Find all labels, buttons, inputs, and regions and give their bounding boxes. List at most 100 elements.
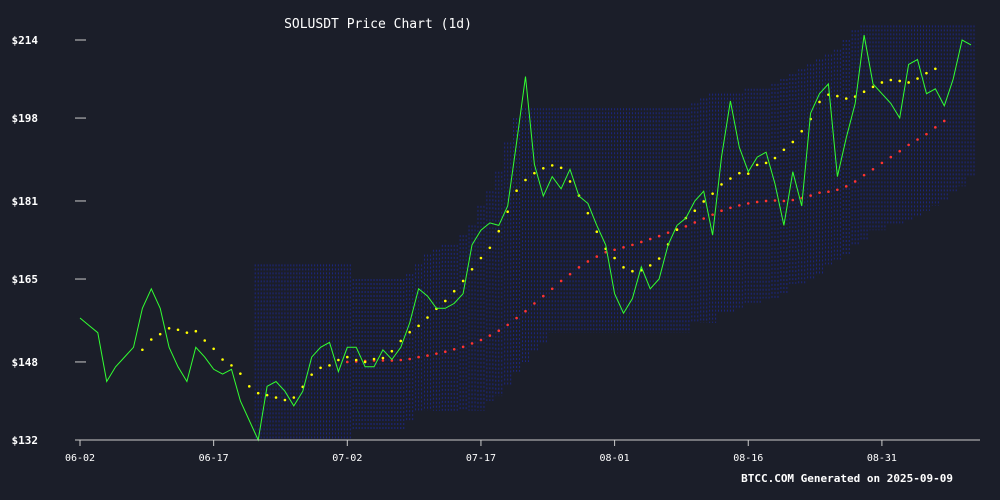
ma-long-point: [479, 338, 483, 342]
ma-long-point: [809, 194, 812, 197]
ma-long-point: [934, 126, 937, 129]
ma-short-point: [149, 338, 153, 341]
ma-short-point: [613, 256, 616, 260]
ma-short-point: [515, 189, 518, 193]
ma-long-point: [836, 188, 839, 192]
ma-short-point: [657, 257, 661, 260]
ma-short-point: [426, 316, 429, 319]
ma-short-point: [729, 177, 732, 180]
ma-short-point: [720, 183, 723, 186]
ma-short-point: [256, 391, 260, 395]
ma-short-point: [818, 100, 821, 104]
ma-short-point: [506, 210, 509, 214]
y-tick-label: $198: [12, 112, 39, 125]
ma-short-point: [452, 289, 456, 293]
ma-short-point: [586, 211, 590, 215]
ma-long-point: [871, 167, 875, 171]
ma-short-point: [221, 358, 224, 361]
ma-long-point: [346, 360, 349, 364]
ma-long-point: [818, 191, 821, 194]
ma-long-point: [746, 202, 750, 205]
ma-short-point: [346, 355, 349, 359]
ma-long-point: [586, 260, 590, 263]
ma-long-point: [782, 199, 786, 203]
ma-long-point: [853, 180, 857, 183]
x-tick-label: 08-16: [733, 453, 763, 464]
ma-short-point: [925, 71, 928, 75]
ma-short-point: [274, 396, 278, 399]
y-tick-label: $181: [12, 195, 39, 208]
ma-long-point: [827, 190, 830, 194]
ma-long-point: [898, 149, 902, 153]
x-axis-ticks: 06-02 06-17 07-02 07-17 08-01 08-16 08-31: [65, 440, 897, 464]
ma-short-point: [194, 329, 198, 333]
ma-short-point: [328, 364, 331, 367]
ma-short-point: [265, 393, 269, 397]
ma-long-point: [862, 173, 866, 177]
ma-short-point: [764, 161, 768, 165]
ma-long-point: [559, 279, 563, 283]
ma-long-point: [711, 213, 714, 216]
ma-short-point: [702, 200, 705, 203]
ma-short-point: [862, 90, 866, 94]
ma-short-point: [782, 148, 786, 152]
ma-short-point: [648, 264, 652, 267]
ma-long-point: [729, 206, 732, 210]
ma-long-point: [533, 302, 536, 305]
ma-short-point: [417, 324, 420, 328]
ma-long-point: [880, 161, 884, 165]
ma-long-series: [346, 119, 946, 364]
x-tick-label: 07-17: [466, 453, 496, 464]
ma-short-point: [844, 97, 848, 100]
x-tick-label: 07-02: [332, 453, 362, 464]
ma-short-point: [693, 209, 697, 213]
ma-short-point: [319, 366, 322, 370]
ma-long-point: [648, 237, 652, 241]
ma-short-point: [167, 326, 171, 330]
ma-long-point: [666, 231, 670, 234]
ma-short-point: [622, 266, 625, 269]
ma-short-point: [773, 156, 777, 160]
ma-long-point: [568, 272, 572, 276]
ma-short-point: [337, 358, 340, 362]
ma-short-point: [738, 171, 741, 175]
price-line: [79, 35, 972, 442]
ma-long-point: [738, 204, 741, 207]
ma-short-point: [292, 396, 296, 399]
chart-title: SOLUSDT Price Chart (1d): [284, 17, 472, 32]
ma-short-point: [497, 229, 501, 233]
y-tick-label: $165: [12, 273, 39, 286]
ma-short-point: [354, 358, 358, 362]
ma-long-point: [515, 316, 518, 320]
ma-long-point: [773, 199, 777, 202]
ma-short-point: [239, 372, 242, 375]
ma-short-point: [898, 79, 902, 83]
ma-short-point: [212, 347, 215, 351]
ma-short-point: [836, 94, 839, 98]
ma-short-point: [791, 140, 795, 144]
ma-short-point: [871, 85, 875, 89]
ma-long-point: [542, 294, 545, 298]
ma-short-point: [880, 81, 884, 84]
ma-short-point: [631, 269, 634, 273]
ma-long-point: [381, 359, 385, 362]
ma-short-point: [479, 256, 483, 260]
ma-long-point: [399, 358, 403, 362]
ma-long-point: [844, 185, 848, 188]
ma-short-point: [470, 267, 474, 271]
ma-long-point: [640, 240, 643, 244]
ma-long-point: [435, 352, 438, 355]
ma-short-point: [524, 178, 527, 182]
x-tick-label: 06-02: [65, 453, 95, 464]
ma-long-point: [417, 355, 420, 359]
ma-short-point: [916, 77, 919, 80]
x-tick-label: 06-17: [199, 453, 229, 464]
ma-short-point: [372, 357, 376, 361]
ma-long-point: [720, 209, 723, 213]
ma-short-point: [461, 279, 465, 283]
ma-long-point: [595, 255, 599, 258]
ma-long-point: [577, 266, 581, 269]
envelope-bands: [254, 25, 975, 440]
ma-short-point: [746, 172, 750, 175]
